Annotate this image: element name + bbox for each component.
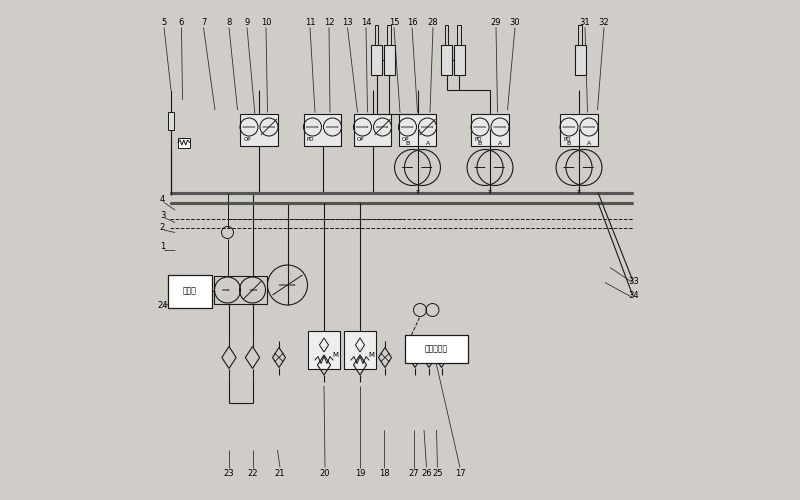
Text: PD: PD	[474, 137, 482, 142]
Bar	[445, 25, 448, 45]
Text: 24: 24	[158, 300, 168, 310]
Text: 22: 22	[247, 470, 258, 478]
Text: 4: 4	[160, 196, 165, 204]
Text: 6: 6	[179, 18, 184, 27]
Text: 5: 5	[162, 18, 166, 27]
Text: 23: 23	[224, 470, 234, 478]
Text: B: B	[478, 141, 482, 146]
Text: T: T	[577, 190, 581, 196]
Text: PD: PD	[306, 137, 314, 142]
Text: 30: 30	[510, 18, 520, 27]
Text: 10: 10	[261, 18, 271, 27]
Text: OP: OP	[243, 137, 250, 142]
Text: 19: 19	[354, 470, 366, 478]
Bar	[458, 25, 461, 45]
Bar	[168, 275, 212, 308]
Bar	[578, 25, 582, 45]
Bar	[574, 45, 586, 75]
Bar	[214, 276, 266, 304]
Text: 18: 18	[378, 470, 390, 478]
Text: 27: 27	[408, 470, 419, 478]
Text: PD: PD	[563, 137, 570, 142]
Text: 15: 15	[389, 18, 399, 27]
Text: 31: 31	[580, 18, 590, 27]
Text: 34: 34	[629, 292, 639, 300]
Text: 20: 20	[320, 470, 330, 478]
Text: 1: 1	[160, 242, 165, 251]
Bar	[178, 138, 190, 147]
Bar	[405, 335, 467, 362]
Bar	[383, 45, 394, 75]
Text: 13: 13	[342, 18, 353, 27]
Bar	[560, 114, 598, 146]
Bar	[471, 114, 509, 146]
Text: 发动机: 发动机	[183, 287, 197, 296]
Text: 9: 9	[244, 18, 250, 27]
Text: A: A	[498, 141, 502, 146]
Text: 28: 28	[428, 18, 438, 27]
Text: 2: 2	[160, 223, 165, 232]
Text: M: M	[368, 352, 374, 358]
Bar	[398, 114, 436, 146]
Text: 16: 16	[406, 18, 418, 27]
Text: OP: OP	[357, 137, 364, 142]
Text: M: M	[332, 352, 338, 358]
Text: 8: 8	[226, 18, 232, 27]
Text: 14: 14	[361, 18, 371, 27]
Bar	[240, 114, 278, 146]
Text: 26: 26	[421, 470, 432, 478]
Text: 25: 25	[432, 470, 442, 478]
Text: T: T	[488, 190, 492, 196]
Bar	[441, 45, 452, 75]
Text: 12: 12	[324, 18, 334, 27]
Text: 7: 7	[201, 18, 206, 27]
Text: 32: 32	[598, 18, 610, 27]
Text: T: T	[415, 190, 419, 196]
Text: A: A	[426, 141, 430, 146]
Bar	[375, 25, 378, 45]
Text: A: A	[587, 141, 591, 146]
Bar	[454, 45, 465, 75]
Bar	[387, 25, 390, 45]
Text: 3: 3	[160, 210, 165, 220]
Bar	[354, 114, 391, 146]
Text: 11: 11	[305, 18, 315, 27]
Text: 21: 21	[274, 470, 286, 478]
Bar	[371, 45, 382, 75]
Text: B: B	[566, 141, 570, 146]
Text: 33: 33	[629, 276, 639, 285]
Bar	[308, 331, 340, 369]
Text: 29: 29	[490, 18, 502, 27]
Bar	[167, 112, 174, 130]
Text: 17: 17	[454, 470, 466, 478]
Text: 中央控制器: 中央控制器	[425, 344, 447, 354]
Bar	[344, 331, 376, 369]
Text: OP: OP	[402, 137, 410, 142]
Bar	[304, 114, 342, 146]
Text: B: B	[405, 141, 410, 146]
